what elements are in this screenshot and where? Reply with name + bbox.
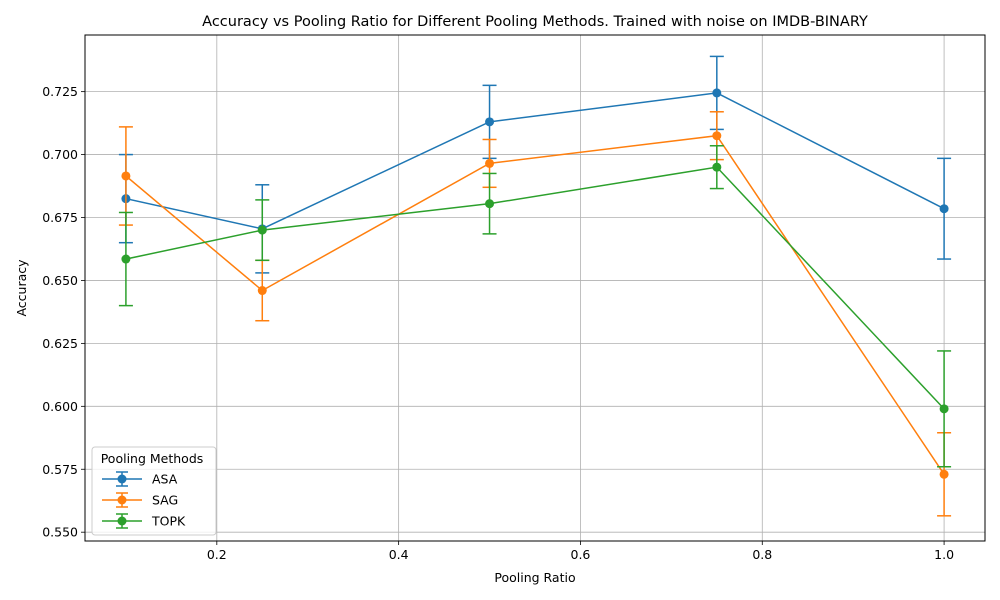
y-tick-label: 0.700 [42, 147, 78, 162]
data-point [712, 88, 722, 98]
data-point [485, 199, 495, 209]
y-tick-label: 0.725 [42, 84, 78, 99]
legend-marker [117, 474, 127, 484]
data-point [257, 225, 267, 235]
data-point [121, 171, 131, 181]
y-axis: 0.550 0.575 0.600 0.625 0.650 0.675 0.700 0.725 [42, 84, 85, 540]
x-tick-label: 0.6 [571, 547, 591, 562]
y-tick-label: 0.675 [42, 210, 78, 225]
x-axis: 0.2 0.4 0.6 0.8 1.0 [207, 541, 954, 562]
chart-title: Accuracy vs Pooling Ratio for Different … [202, 14, 868, 30]
y-tick-label: 0.575 [42, 462, 78, 477]
legend-label-asa: ASA [152, 472, 178, 487]
data-point [485, 158, 495, 168]
y-tick-label: 0.600 [42, 399, 78, 414]
y-axis-label: Accuracy [14, 259, 29, 317]
data-point [939, 204, 949, 214]
x-tick-label: 0.2 [207, 547, 227, 562]
x-tick-label: 0.4 [389, 547, 409, 562]
x-tick-label: 1.0 [934, 547, 954, 562]
series-topk [118, 145, 952, 468]
y-tick-label: 0.625 [42, 336, 78, 351]
legend-label-sag: SAG [152, 493, 178, 508]
y-tick-label: 0.550 [42, 525, 78, 540]
x-axis-label: Pooling Ratio [494, 570, 575, 585]
plot-frame [84, 34, 986, 542]
data-point [485, 117, 495, 127]
legend-marker [117, 516, 127, 526]
legend-title: Pooling Methods [101, 451, 204, 466]
data-point [257, 286, 267, 296]
data-point [121, 254, 131, 264]
series-layer [118, 55, 952, 517]
legend-label-topk: TOPK [151, 514, 186, 529]
data-point [939, 404, 949, 414]
y-tick-label: 0.650 [42, 273, 78, 288]
x-tick-label: 0.8 [752, 547, 772, 562]
data-point [712, 162, 722, 172]
grid [85, 35, 985, 541]
data-point [939, 469, 949, 479]
legend-box [91, 446, 217, 536]
legend-marker [117, 495, 127, 505]
data-point [712, 131, 722, 141]
legend: Pooling Methods ASA SAG TOPK [91, 446, 217, 536]
